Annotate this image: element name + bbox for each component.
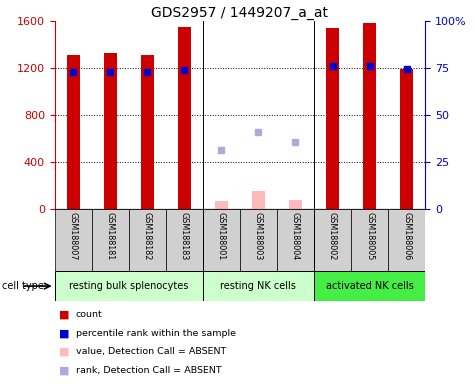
Text: GSM188006: GSM188006	[402, 212, 411, 260]
Bar	[277, 209, 314, 271]
Bar	[141, 55, 154, 209]
Bar	[400, 70, 413, 209]
Bar	[240, 209, 277, 271]
Text: GSM188001: GSM188001	[217, 212, 226, 260]
Text: GSM188183: GSM188183	[180, 212, 189, 260]
Text: rank, Detection Call = ABSENT: rank, Detection Call = ABSENT	[76, 366, 222, 375]
Text: GSM188007: GSM188007	[69, 212, 77, 260]
Bar	[215, 201, 228, 209]
Text: activated NK cells: activated NK cells	[326, 281, 413, 291]
Bar	[55, 271, 203, 301]
Text: resting bulk splenocytes: resting bulk splenocytes	[69, 281, 189, 291]
Text: GSM188002: GSM188002	[328, 212, 337, 260]
Text: ■: ■	[59, 365, 70, 375]
Bar	[363, 23, 376, 209]
Text: count: count	[76, 310, 103, 319]
Bar	[314, 271, 425, 301]
Text: resting NK cells: resting NK cells	[220, 281, 296, 291]
Bar	[55, 209, 92, 271]
Text: GSM188004: GSM188004	[291, 212, 300, 260]
Text: GSM188005: GSM188005	[365, 212, 374, 260]
Bar	[166, 209, 203, 271]
Text: percentile rank within the sample: percentile rank within the sample	[76, 329, 236, 338]
Bar	[203, 271, 314, 301]
Bar	[104, 53, 117, 209]
Text: cell type: cell type	[2, 281, 44, 291]
Bar	[178, 27, 191, 209]
Bar	[203, 209, 240, 271]
Text: GSM188003: GSM188003	[254, 212, 263, 260]
Bar	[351, 209, 388, 271]
Title: GDS2957 / 1449207_a_at: GDS2957 / 1449207_a_at	[152, 6, 328, 20]
Text: ■: ■	[59, 310, 70, 320]
Text: GSM188182: GSM188182	[143, 212, 152, 260]
Text: GSM188181: GSM188181	[106, 212, 114, 260]
Text: value, Detection Call = ABSENT: value, Detection Call = ABSENT	[76, 347, 226, 356]
Bar	[388, 209, 425, 271]
Text: ■: ■	[59, 328, 70, 338]
Bar	[326, 28, 339, 209]
Bar	[92, 209, 129, 271]
Bar	[252, 191, 265, 209]
Bar	[314, 209, 351, 271]
Bar	[129, 209, 166, 271]
Bar	[289, 200, 302, 209]
Bar	[66, 55, 80, 209]
Text: ■: ■	[59, 347, 70, 357]
